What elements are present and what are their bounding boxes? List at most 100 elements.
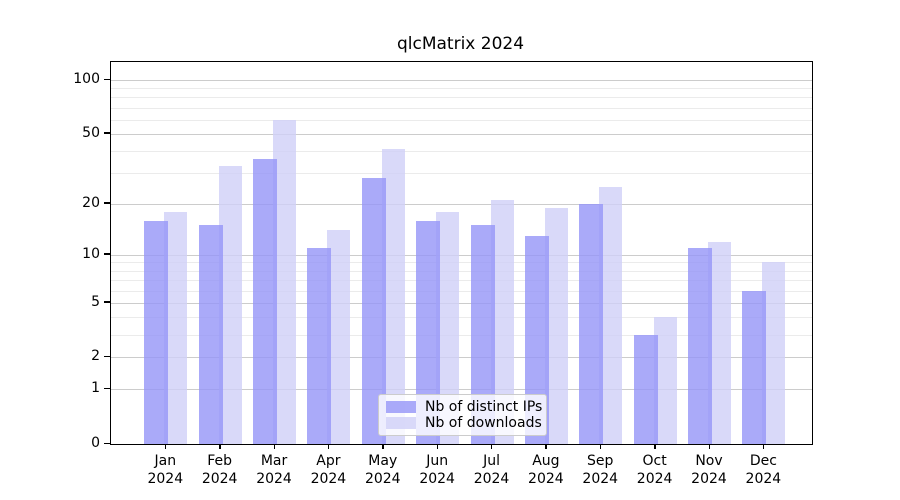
- x-tick-label: May 2024: [353, 452, 413, 488]
- minor-gridline: [111, 290, 812, 292]
- x-tick: [273, 444, 275, 449]
- major-gridline: [111, 254, 812, 256]
- x-tick-label: Aug 2024: [516, 452, 576, 488]
- x-tick-label: Mar 2024: [244, 452, 304, 488]
- legend-item-distinct-ips: Nb of distinct IPs: [386, 399, 542, 415]
- bar-downloads-aug: [544, 207, 568, 444]
- x-tick: [327, 444, 330, 449]
- legend-swatch-downloads: [386, 417, 416, 429]
- major-gridline: [111, 203, 812, 205]
- x-tick-year: 2024: [473, 471, 510, 487]
- bar-downloads-jun: [436, 211, 460, 444]
- legend-item-downloads: Nb of downloads: [386, 415, 542, 431]
- x-tick: [762, 444, 765, 449]
- x-tick-label: Apr 2024: [298, 452, 358, 488]
- minor-gridline: [111, 97, 812, 99]
- y-tick: [104, 301, 110, 303]
- y-tick: [104, 442, 110, 444]
- minor-gridline: [111, 119, 812, 121]
- x-tick: [219, 444, 221, 449]
- bar-downloads-oct: [653, 317, 677, 444]
- x-tick-year: 2024: [691, 471, 727, 487]
- minor-gridline: [111, 151, 812, 153]
- y-tick: [104, 78, 110, 80]
- x-tick-label: Jan 2024: [135, 452, 195, 488]
- y-tick-label: 100: [73, 71, 100, 88]
- bar-distinct-ips-dec: [742, 290, 767, 444]
- bar-distinct-ips-mar: [253, 159, 278, 444]
- bar-downloads-apr: [327, 230, 351, 444]
- minor-gridline: [111, 262, 812, 264]
- bar-downloads-nov: [708, 241, 731, 444]
- x-tick-label: Dec 2024: [733, 452, 793, 488]
- legend-label-downloads: Nb of downloads: [425, 415, 542, 431]
- chart-title: qlcMatrix 2024: [396, 34, 525, 54]
- bar-downloads-dec: [762, 262, 786, 444]
- x-tick-label: Nov 2024: [679, 452, 739, 488]
- bar-distinct-ips-nov: [688, 248, 712, 444]
- x-tick-label: Feb 2024: [190, 452, 250, 488]
- x-tick-label: Jun 2024: [407, 452, 467, 488]
- legend: Nb of distinct IPs Nb of downloads: [378, 394, 547, 436]
- x-tick-year: 2024: [256, 471, 292, 487]
- y-tick: [104, 253, 110, 255]
- x-tick-label: Sep 2024: [570, 452, 630, 488]
- x-tick-label: Jul 2024: [462, 452, 522, 488]
- minor-gridline: [111, 280, 812, 282]
- major-gridline: [111, 133, 812, 135]
- y-tick-label: 1: [91, 380, 100, 397]
- bar-downloads-feb: [218, 165, 242, 444]
- x-tick: [654, 444, 656, 449]
- bar-distinct-ips-sep: [579, 203, 604, 444]
- minor-gridline: [111, 270, 812, 272]
- minor-gridline: [111, 317, 812, 319]
- bar-distinct-ips-jan: [144, 220, 169, 444]
- y-tick-label: 5: [91, 293, 100, 310]
- x-tick-year: 2024: [364, 471, 401, 487]
- x-tick-year: 2024: [528, 471, 564, 487]
- x-tick-year: 2024: [745, 471, 782, 487]
- plot-area: [110, 61, 813, 445]
- y-tick-label: 50: [82, 124, 100, 141]
- bar-downloads-jul: [490, 200, 514, 444]
- x-tick-year: 2024: [582, 471, 619, 487]
- minor-gridline: [111, 173, 812, 175]
- minor-gridline: [111, 334, 812, 336]
- bar-downloads-mar: [273, 119, 297, 444]
- x-tick: [382, 444, 384, 449]
- x-tick: [491, 444, 493, 449]
- bar-downloads-may: [381, 149, 405, 444]
- bar-distinct-ips-oct: [633, 334, 658, 444]
- major-gridline: [111, 80, 812, 82]
- y-tick-label: 2: [91, 348, 100, 365]
- y-tick-label: 10: [82, 245, 100, 262]
- y-tick: [104, 202, 110, 204]
- x-tick: [708, 444, 710, 449]
- x-tick: [164, 444, 167, 449]
- y-tick: [104, 132, 110, 134]
- x-tick-year: 2024: [201, 471, 238, 487]
- legend-swatch-distinct-ips: [386, 401, 416, 413]
- x-tick-year: 2024: [636, 471, 673, 487]
- y-tick-label: 20: [82, 194, 100, 211]
- minor-gridline: [111, 88, 812, 90]
- legend-label-distinct-ips: Nb of distinct IPs: [425, 399, 543, 415]
- bar-downloads-jan: [164, 211, 188, 444]
- y-tick-label: 0: [91, 435, 100, 451]
- major-gridline: [111, 357, 812, 359]
- major-gridline: [111, 302, 812, 304]
- x-tick-year: 2024: [419, 471, 455, 487]
- y-tick: [104, 387, 110, 390]
- bar-downloads-sep: [599, 187, 623, 444]
- x-tick: [599, 444, 602, 449]
- x-tick-year: 2024: [147, 471, 184, 487]
- bar-distinct-ips-feb: [198, 225, 223, 444]
- x-tick-year: 2024: [310, 471, 347, 487]
- major-gridline: [111, 389, 812, 391]
- x-tick-label: Oct 2024: [625, 452, 685, 488]
- x-tick: [545, 444, 547, 449]
- minor-gridline: [111, 107, 812, 109]
- bar-distinct-ips-apr: [307, 248, 332, 444]
- x-tick: [436, 444, 439, 449]
